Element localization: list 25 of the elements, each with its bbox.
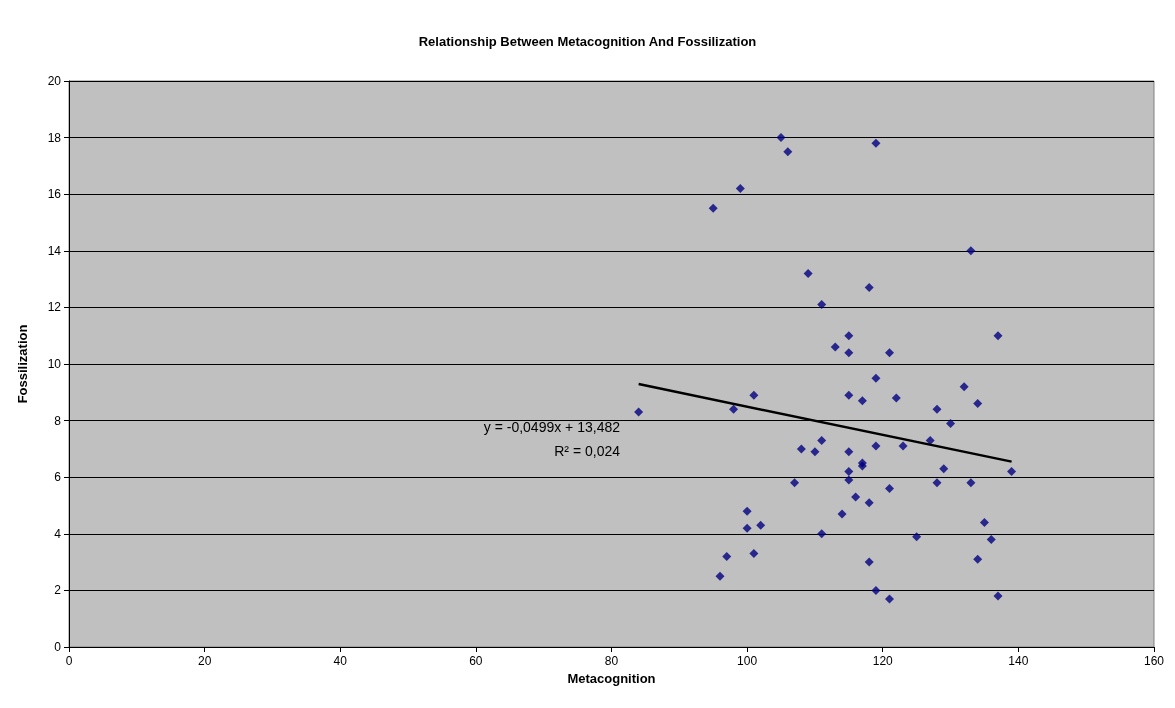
x-tick-label: 40 xyxy=(333,654,348,668)
x-tick-label: 0 xyxy=(65,654,73,668)
y-tick-label: 18 xyxy=(47,130,62,145)
x-tick-label: 100 xyxy=(737,654,758,668)
y-tick-label: 12 xyxy=(47,300,62,315)
x-tick-label: 120 xyxy=(872,654,894,668)
annotation: R² = 0,024 xyxy=(554,443,621,459)
y-tick-label: 14 xyxy=(47,243,62,258)
x-tick-label: 20 xyxy=(197,654,212,668)
x-tick-label: 60 xyxy=(469,654,483,668)
y-tick-label: 20 xyxy=(47,74,62,88)
chart-title: Relationship Between Metacognition And Fossilization xyxy=(418,34,757,49)
x-tick-label: 160 xyxy=(1143,654,1165,668)
y-tick-label: 2 xyxy=(54,583,62,598)
x-tick-label: 80 xyxy=(604,654,619,668)
y-tick-label: 8 xyxy=(54,413,62,428)
y-tick-label: 10 xyxy=(47,357,62,371)
y-tick-label: 0 xyxy=(54,640,62,654)
annotation: y = -0,0499x + 13,482 xyxy=(483,419,621,435)
y-tick-label: 4 xyxy=(54,526,62,541)
y-tick-label: 16 xyxy=(47,187,62,202)
y-tick-label: 6 xyxy=(54,470,62,485)
y-axis-title: Fossilization xyxy=(15,324,30,404)
x-tick-label: 140 xyxy=(1008,654,1029,668)
x-axis-title: Metacognition xyxy=(567,671,656,686)
